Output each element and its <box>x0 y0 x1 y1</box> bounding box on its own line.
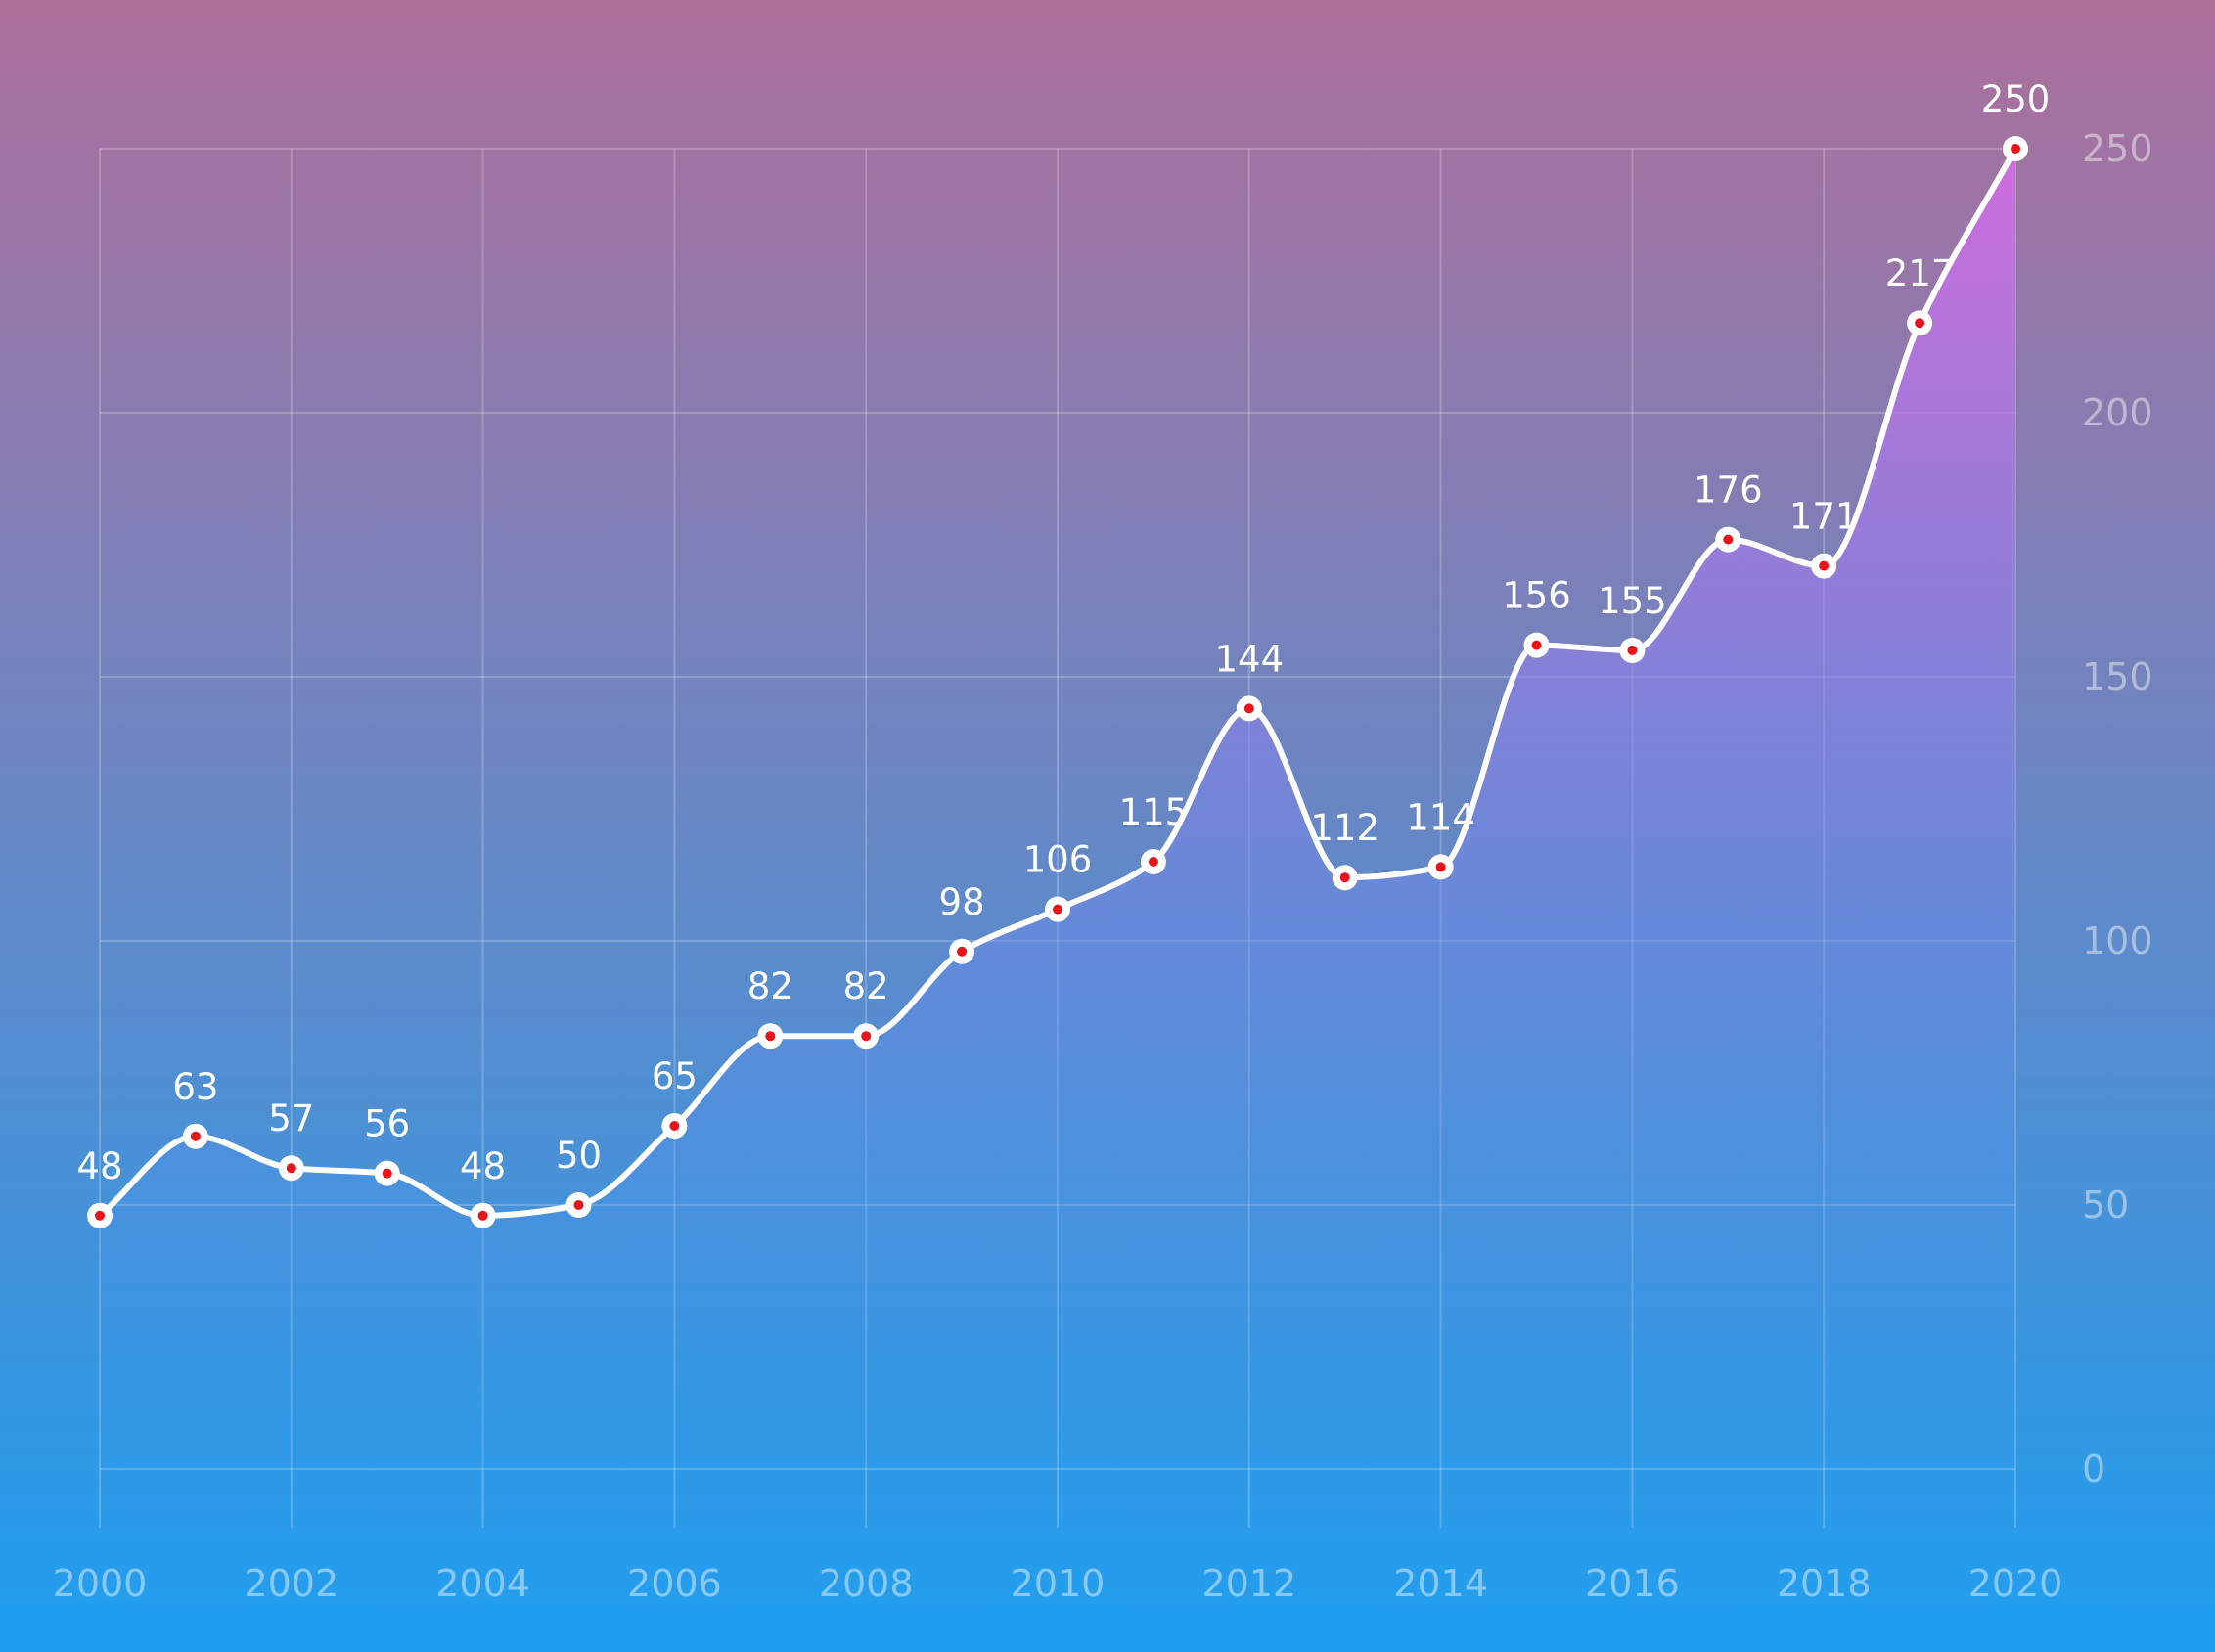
data-point[interactable] <box>853 1023 880 1049</box>
y-tick-label: 150 <box>2082 655 2153 698</box>
x-tick-label: 2000 <box>53 1562 148 1605</box>
data-label: 176 <box>1694 469 1763 512</box>
data-label: 65 <box>652 1055 698 1097</box>
x-tick-label: 2020 <box>1968 1562 2063 1605</box>
x-tick-label: 2004 <box>435 1562 530 1605</box>
data-point-center <box>1435 862 1446 872</box>
x-tick-label: 2006 <box>627 1562 722 1605</box>
data-label: 82 <box>747 965 793 1007</box>
x-tick-label: 2002 <box>244 1562 339 1605</box>
x-tick-label: 2018 <box>1777 1562 1872 1605</box>
data-label: 56 <box>364 1103 410 1145</box>
data-point[interactable] <box>2003 136 2028 161</box>
data-point[interactable] <box>1619 638 1646 663</box>
data-label: 156 <box>1502 575 1571 617</box>
data-point[interactable] <box>949 938 975 964</box>
data-markers <box>87 136 2028 1228</box>
data-point-center <box>957 946 968 957</box>
data-point-center <box>477 1210 488 1221</box>
data-point[interactable] <box>87 1202 113 1228</box>
data-label: 112 <box>1310 807 1379 849</box>
data-point-center <box>1627 646 1638 655</box>
data-label: 63 <box>172 1066 218 1108</box>
y-tick-label: 250 <box>2082 127 2153 170</box>
data-point-center <box>2011 144 2020 154</box>
data-point[interactable] <box>470 1202 496 1228</box>
data-point[interactable] <box>1140 849 1166 874</box>
data-point-center <box>1723 534 1734 545</box>
y-tick-label: 100 <box>2082 919 2153 962</box>
x-tick-label: 2014 <box>1393 1562 1488 1605</box>
data-label: 144 <box>1214 638 1284 680</box>
data-point[interactable] <box>1045 896 1070 922</box>
y-tick-label: 50 <box>2082 1183 2129 1227</box>
data-label: 115 <box>1119 791 1189 833</box>
data-label: 48 <box>76 1145 122 1187</box>
data-label: 106 <box>1023 839 1093 881</box>
data-point[interactable] <box>278 1155 304 1182</box>
axes: 2000 2002 2004 2006 2008 2010 2012 2014 2016 2018… <box>53 127 2153 1605</box>
data-point[interactable] <box>1427 854 1454 880</box>
data-point[interactable] <box>1523 632 1550 658</box>
data-point-center <box>1819 560 1830 571</box>
data-label: 98 <box>939 881 985 923</box>
data-point-center <box>95 1210 105 1221</box>
x-tick-label: 2008 <box>819 1562 914 1605</box>
data-label: 155 <box>1598 580 1667 622</box>
data-label: 171 <box>1789 496 1859 538</box>
data-point[interactable] <box>565 1192 592 1218</box>
data-point[interactable] <box>1907 310 1933 336</box>
data-point-center <box>1339 872 1350 883</box>
data-label: 82 <box>843 965 889 1007</box>
data-point-center <box>382 1168 392 1179</box>
data-point[interactable] <box>374 1160 400 1186</box>
x-tick-label: 2012 <box>1201 1562 1296 1605</box>
data-point-center <box>1531 640 1542 650</box>
data-label: 57 <box>268 1097 314 1139</box>
data-point-center <box>1243 703 1254 714</box>
y-tick-label: 0 <box>2082 1448 2105 1491</box>
data-point-center <box>1053 904 1062 915</box>
data-point-center <box>1915 318 1925 329</box>
x-tick-label: 2010 <box>1011 1562 1106 1605</box>
data-point-center <box>669 1121 680 1131</box>
data-point-center <box>765 1031 776 1042</box>
data-labels: 48 63 57 56 48 50 65 82 82 98 106 115 144 112 114 156 15… <box>76 78 2050 1187</box>
data-point[interactable] <box>757 1023 784 1049</box>
data-point[interactable] <box>1811 553 1837 579</box>
data-point-center <box>573 1200 584 1210</box>
data-point[interactable] <box>1715 526 1741 553</box>
data-point[interactable] <box>661 1113 688 1139</box>
data-point[interactable] <box>1236 695 1262 722</box>
data-point-center <box>190 1131 201 1141</box>
data-label: 250 <box>1981 78 2051 120</box>
x-tick-label: 2016 <box>1585 1562 1680 1605</box>
data-label: 50 <box>556 1135 602 1177</box>
data-label: 114 <box>1406 796 1475 838</box>
data-point-center <box>861 1031 872 1042</box>
data-label: 48 <box>460 1145 506 1187</box>
data-point[interactable] <box>1332 865 1358 891</box>
data-label: 217 <box>1885 252 1955 294</box>
data-point-center <box>1148 857 1158 867</box>
data-point[interactable] <box>182 1123 208 1149</box>
data-point-center <box>286 1163 296 1174</box>
y-tick-label: 200 <box>2082 391 2153 434</box>
